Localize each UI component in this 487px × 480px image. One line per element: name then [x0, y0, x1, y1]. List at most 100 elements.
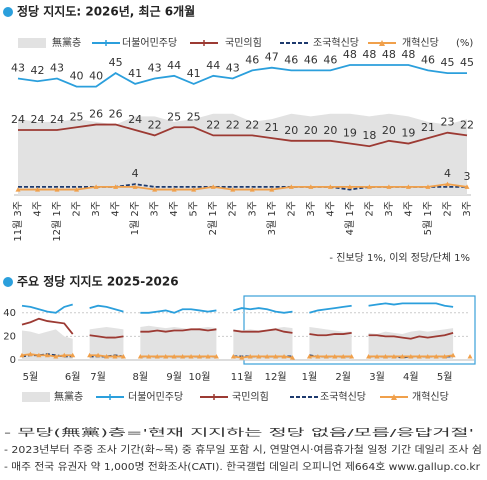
title-dot	[3, 7, 13, 17]
unit-label: (%)	[456, 38, 473, 49]
marker	[315, 353, 321, 359]
x-tick-label: 6월	[65, 371, 81, 383]
legend-item: 국민의힘	[190, 37, 262, 49]
x-tick-label: 3주	[91, 201, 102, 217]
x-tick-label: 10월	[189, 371, 211, 383]
x-tick-label: 4주	[403, 201, 414, 217]
x-tick-label: 12월 1주	[51, 201, 63, 242]
marker	[444, 181, 450, 187]
legend-label: 국민의힘	[225, 37, 262, 49]
x-tick-label: 11월	[231, 371, 253, 383]
legend-item: 조국혁신당	[290, 391, 366, 403]
marker	[349, 353, 355, 359]
marker	[61, 352, 67, 358]
x-tick-label: 2주	[442, 201, 453, 217]
marker	[288, 184, 294, 189]
marker	[95, 352, 101, 358]
data-label: 20	[323, 124, 337, 137]
marker	[425, 184, 431, 189]
marker	[137, 353, 143, 359]
x-tick-label: 8월	[133, 371, 149, 383]
legend-item: 조국혁신당	[280, 37, 359, 49]
data-label: 46	[304, 53, 318, 66]
line	[22, 303, 470, 312]
marker	[264, 353, 270, 359]
data-label: 42	[31, 64, 45, 77]
legend-item: 개혁신당	[368, 37, 439, 49]
marker	[408, 353, 414, 359]
data-label: 48	[382, 48, 396, 61]
marker	[180, 353, 186, 359]
x-tick-label: 3주	[306, 201, 317, 217]
legend-label: 조국혁신당	[313, 37, 359, 49]
legend-item: 국민의힘	[200, 391, 269, 403]
x-tick-label: 3주	[384, 201, 395, 217]
data-label: 45	[109, 56, 123, 69]
title-dot	[3, 277, 13, 287]
data-label: 44	[206, 59, 220, 72]
data-label: 20	[304, 124, 318, 137]
legend-item: 無黨층	[22, 390, 83, 403]
marker	[191, 187, 197, 192]
marker	[332, 353, 338, 359]
marker	[197, 353, 203, 359]
area	[22, 325, 470, 360]
x-tick-label: 5월	[437, 371, 453, 383]
marker	[171, 353, 177, 359]
marker	[323, 353, 329, 359]
data-label: 22	[245, 118, 259, 131]
highlight-box	[243, 295, 476, 365]
marker	[464, 184, 470, 189]
legend-label: 無黨층	[54, 390, 83, 403]
data-label: 43	[226, 62, 240, 75]
x-tick-label: 3월	[369, 371, 385, 383]
x-tick-label: 2월	[335, 371, 351, 383]
marker	[433, 353, 439, 359]
marker	[113, 184, 119, 189]
marker	[15, 187, 21, 192]
marker	[154, 353, 160, 359]
data-label: 18	[362, 129, 376, 142]
data-label: 25	[70, 110, 84, 123]
x-tick-label: 3주	[462, 201, 473, 217]
data-label: 24	[31, 113, 45, 126]
marker	[405, 184, 411, 189]
data-label: 23	[440, 116, 454, 129]
data-label: 25	[167, 110, 181, 123]
data-label: 22	[148, 118, 162, 131]
x-tick-label: 3주	[247, 201, 258, 217]
x-tick-label: 11월 3주	[12, 201, 24, 242]
data-label: 20	[284, 124, 298, 137]
legend-symbol	[22, 392, 50, 402]
data-label: 40	[70, 70, 84, 83]
note: - 2023년부터 주중 조사 기간(화~목) 중 휴무일 포함 시, 연말연시…	[4, 444, 482, 456]
marker	[256, 353, 262, 359]
marker	[230, 353, 236, 359]
marker	[120, 353, 126, 359]
x-tick-label: 4월	[403, 371, 419, 383]
data-label: 21	[421, 121, 435, 134]
data-label: 21	[265, 121, 279, 134]
line	[18, 123, 468, 148]
marker	[340, 353, 346, 359]
data-label: 19	[401, 127, 415, 140]
x-tick-label: 1월 2주	[129, 201, 141, 235]
line	[17, 64, 467, 88]
marker	[442, 353, 448, 359]
marker	[213, 353, 219, 359]
marker	[171, 187, 177, 192]
marker	[308, 184, 314, 189]
x-tick-label: 5월 1주	[422, 201, 434, 235]
data-label: 4	[444, 167, 451, 180]
marker	[44, 352, 50, 358]
legend-label: 국민의힘	[232, 391, 269, 403]
marker	[366, 184, 372, 189]
data-label: 22	[226, 118, 240, 131]
marker	[399, 353, 405, 359]
legend-symbol	[391, 394, 397, 400]
legend-label: 더불어민주당	[122, 37, 177, 49]
data-label: 19	[343, 127, 357, 140]
x-tick-label: 2주	[228, 201, 239, 217]
marker	[374, 353, 380, 359]
